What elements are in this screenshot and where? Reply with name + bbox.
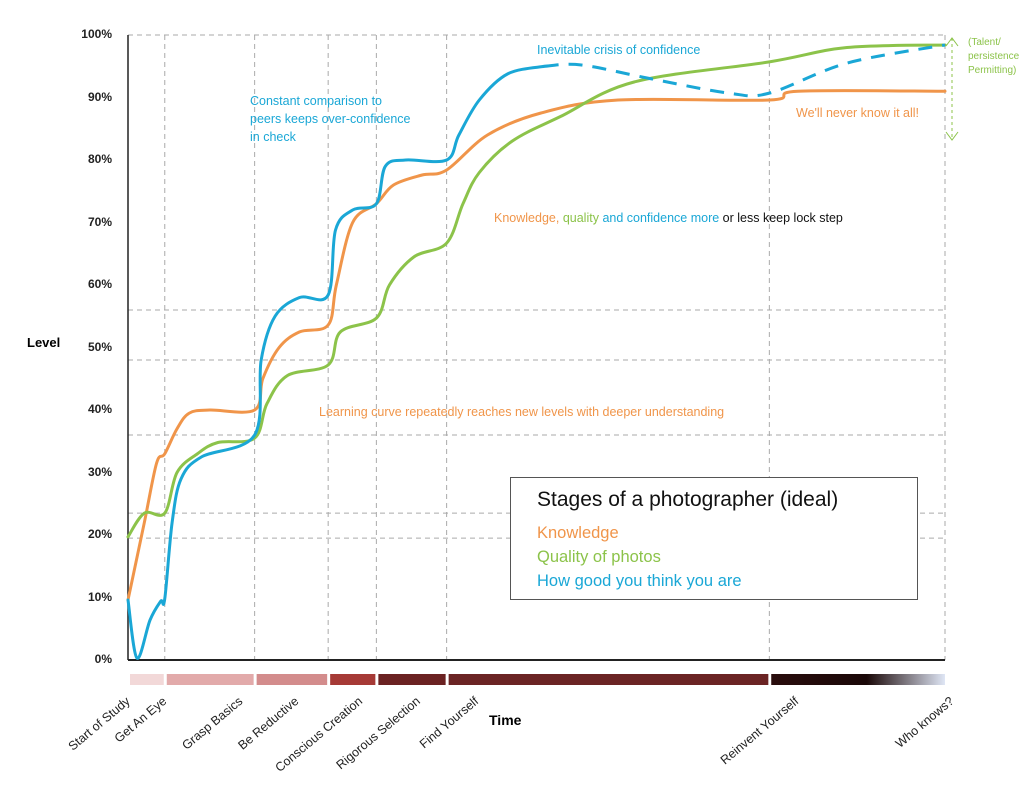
talent-arrowheads — [945, 37, 959, 141]
y-tick-label: 70% — [87, 214, 112, 229]
annotation-comparison-line: Constant comparison to — [250, 94, 383, 108]
legend-title: Stages of a photographer (ideal) — [537, 488, 839, 511]
annotation-talent-line: (Talent/ — [968, 37, 1001, 48]
stage-bar — [378, 674, 446, 685]
annotation-never-know: We'll never know it all! — [796, 106, 920, 120]
stage-bar — [771, 674, 945, 685]
legend: Stages of a photographer (ideal) Knowled… — [510, 477, 918, 600]
y-tick-label: 30% — [87, 464, 112, 479]
legend-item-quality: Quality of photos — [537, 548, 661, 566]
annotation-lockstep: Knowledge, quality and confidence more o… — [494, 209, 843, 227]
series-line-2 — [126, 64, 547, 660]
legend-item-knowledge: Knowledge — [537, 524, 619, 542]
annotation-comparison-line: peers keeps over-confidence — [250, 112, 411, 126]
y-tick-label: 60% — [87, 277, 112, 291]
stage-bar — [256, 674, 328, 685]
lockstep-quality: quality — [562, 211, 599, 225]
annotation-talent-line: Permitting) — [968, 65, 1017, 76]
series-dashed-line-2 — [544, 43, 946, 98]
y-tick-label: 20% — [87, 527, 112, 541]
x-axis-label: Time — [489, 712, 522, 728]
stage-bar — [130, 674, 164, 685]
y-tick-label: 50% — [87, 339, 112, 354]
series-line-1 — [126, 43, 947, 539]
y-axis-label: Level — [27, 335, 61, 350]
series-line-0 — [126, 89, 947, 602]
annotation-talent-line: persistence — [968, 51, 1020, 62]
lockstep-knowledge: Knowledge, — [494, 211, 560, 225]
y-tick-label: 40% — [87, 402, 112, 416]
annotation-learning: Learning curve repeatedly reaches new le… — [319, 405, 725, 419]
annotation-comparison-line: in check — [250, 130, 296, 144]
annotation-crisis: Inevitable crisis of confidence — [537, 43, 701, 57]
annotation-talent: (Talent/ persistence Permitting) — [968, 36, 1019, 78]
y-tick-label: 0% — [94, 652, 112, 666]
annotation-comparison: Constant comparison to peers keeps over-… — [250, 92, 411, 146]
y-tick-label: 80% — [87, 152, 112, 166]
stage-bar — [330, 674, 376, 685]
lockstep-rest: or less keep lock step — [722, 211, 843, 225]
y-tick-label: 10% — [87, 589, 112, 604]
y-tick-label: 90% — [87, 89, 112, 104]
legend-item-confidence: How good you think you are — [537, 572, 742, 590]
stage-bar — [448, 674, 769, 685]
lockstep-confidence: and confidence more — [602, 211, 720, 225]
y-tick-label: 100% — [81, 27, 112, 41]
stage-bar — [166, 674, 254, 685]
